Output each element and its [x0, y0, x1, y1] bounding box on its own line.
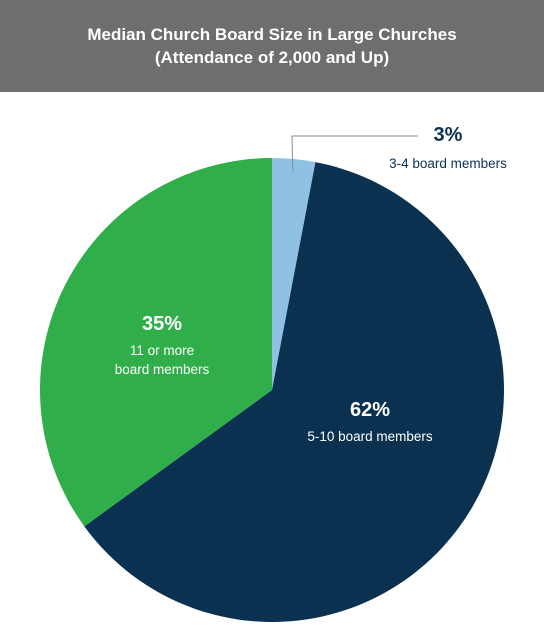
pie-slice-1: [272, 158, 316, 390]
slice-category-label: board members: [115, 362, 210, 377]
slice-category-label: 5-10 board members: [307, 429, 433, 444]
pie-chart: 3% 3-4 board members 62% 5-10 board members…: [40, 124, 507, 622]
slice-percent-label: 3%: [434, 124, 463, 146]
leader-line: [291, 135, 418, 171]
pie-slice-3: [40, 158, 273, 527]
slice-category-label: 11 or more: [130, 343, 194, 358]
chart-title: Median Church Board Size in Large Church…: [0, 0, 544, 92]
slice-category-label: 3-4 board members: [389, 156, 507, 171]
chart-title-line-2: (Attendance of 2,000 and Up): [154, 48, 390, 67]
pie-slice-2: [84, 162, 505, 622]
slice-percent-label: 62%: [350, 399, 390, 421]
slice-percent-label: 35%: [142, 313, 182, 335]
chart-title-line-1: Median Church Board Size in Large Church…: [87, 25, 457, 44]
